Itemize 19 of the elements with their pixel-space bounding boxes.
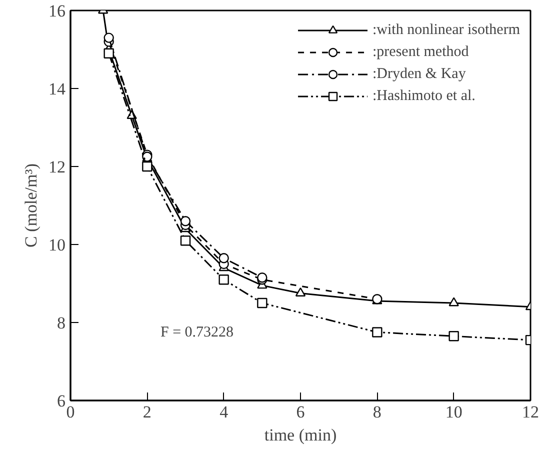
x-tick-label: 10: [445, 402, 462, 422]
x-tick-label: 0: [66, 402, 75, 422]
y-tick-label: 16: [48, 2, 66, 20]
legend-label: :with nonlinear isotherm: [372, 22, 520, 38]
x-tick-label: 8: [372, 402, 382, 422]
legend-label: :present method: [372, 44, 469, 60]
x-tick-label: 12: [522, 402, 539, 422]
x-axis-title: time (min): [264, 426, 337, 444]
x-tick-label: 2: [142, 402, 152, 422]
y-axis-title: C (mole/m³): [22, 164, 40, 248]
legend-label: :Dryden & Kay: [372, 66, 466, 82]
annotation: F = 0.73228: [160, 324, 234, 340]
y-tick-label: 12: [48, 158, 66, 176]
y-tick-label: 8: [57, 314, 66, 332]
y-tick-label: 10: [48, 236, 66, 254]
legend-label: :Hashimoto et al.: [372, 88, 476, 104]
x-tick-label: 6: [296, 402, 305, 422]
y-tick-label: 14: [48, 80, 66, 98]
x-tick-label: 4: [220, 402, 229, 422]
